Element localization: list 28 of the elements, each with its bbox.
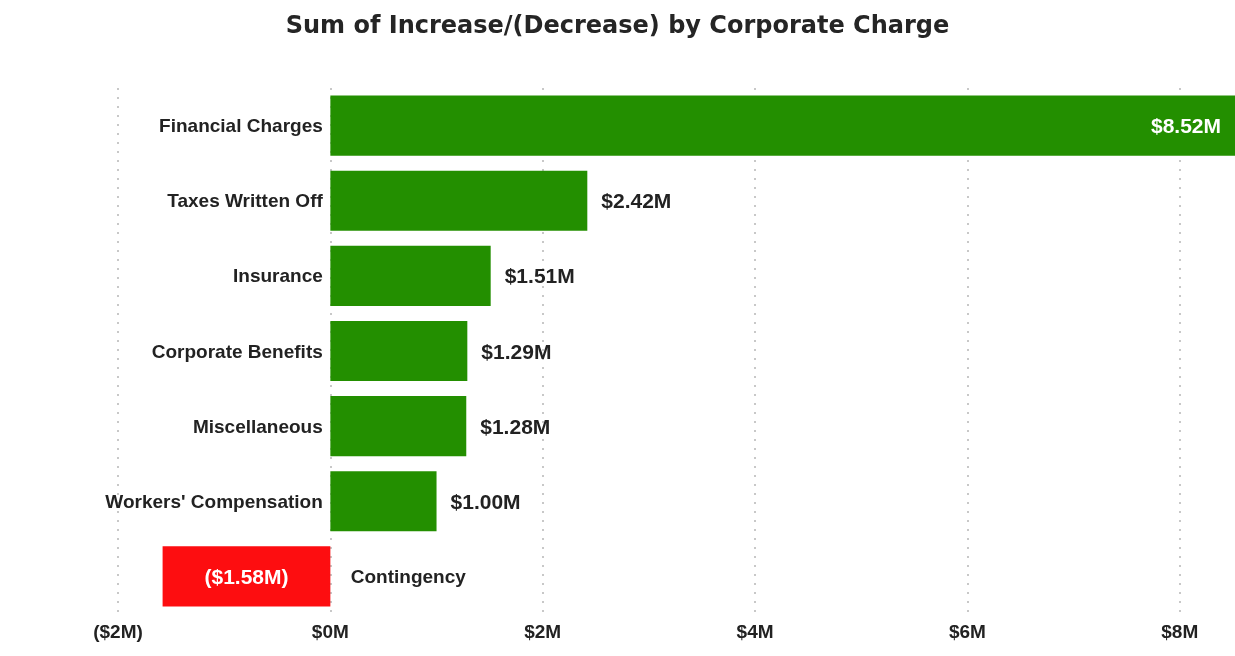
x-tick-label: ($2M) [93, 621, 143, 642]
x-tick-label: $6M [948, 621, 986, 642]
bar [330, 320, 468, 382]
bar [330, 471, 437, 532]
data-label: ($1.58M) [204, 564, 289, 588]
data-label: $1.28M [480, 414, 551, 438]
data-label: $2.42M [601, 189, 672, 213]
x-tick-label: $0M [311, 621, 349, 642]
data-label: $1.29M [481, 339, 552, 363]
y-tick-label: Miscellaneous [192, 415, 323, 437]
bar [330, 396, 467, 457]
chart-title: Sum of Increase/(Decrease) by Corporate Charge [285, 11, 950, 39]
x-tick-label: $8M [1161, 621, 1199, 642]
data-label: $1.00M [450, 489, 521, 513]
y-tick-label: Taxes Written Off [167, 190, 324, 212]
data-label: $8.52M [1150, 114, 1221, 138]
x-tick-label: $4M [736, 621, 774, 642]
y-tick-label: Financial Charges [159, 115, 323, 137]
y-tick-label: Corporate Benefits [151, 340, 323, 362]
bar [162, 546, 331, 607]
y-tick-label: Contingency [350, 565, 467, 587]
bar [330, 170, 588, 231]
bar [330, 245, 491, 306]
y-tick-label: Insurance [233, 265, 323, 287]
bar [330, 95, 1235, 156]
y-tick-label: Workers' Compensation [105, 490, 323, 512]
data-label: $1.51M [504, 264, 575, 288]
x-tick-label: $2M [524, 621, 562, 642]
